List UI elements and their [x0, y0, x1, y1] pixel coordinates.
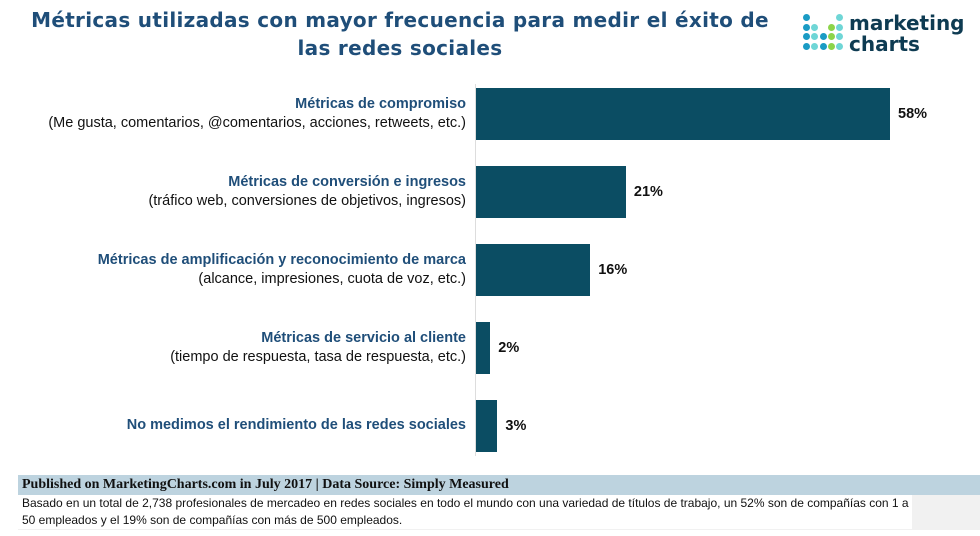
logo-line2: charts	[849, 32, 920, 56]
category-subtitle: (alcance, impresiones, cuota de voz, etc…	[198, 271, 466, 287]
logo-dot	[811, 23, 819, 31]
logo-dot	[836, 33, 844, 40]
data-label: 58%	[898, 106, 928, 122]
logo-dot	[836, 23, 844, 31]
logo-text: marketing charts	[849, 13, 965, 55]
category-label: Métricas de compromiso (Me gusta, comenta…	[48, 95, 466, 133]
category-subtitle: (tráfico web, conversiones de objetivos,…	[148, 193, 466, 209]
source-band: Published on MarketingCharts.com in July…	[18, 475, 980, 495]
category-axis	[475, 84, 476, 456]
logo-dot	[827, 42, 835, 50]
category-label: No medimos el rendimiento de las redes s…	[127, 416, 466, 435]
logo-dot	[803, 23, 810, 31]
logo-dot	[811, 33, 819, 40]
category-subtitle: (Me gusta, comentarios, @comentarios, ac…	[48, 115, 466, 131]
bar	[476, 88, 890, 140]
logo-dot	[819, 42, 827, 50]
logo-dot	[811, 42, 819, 50]
category-subtitle: (tiempo de respuesta, tasa de respuesta,…	[170, 349, 466, 365]
bar	[476, 322, 491, 374]
category-title: Métricas de conversión e ingresos	[228, 174, 466, 190]
category-label: Métricas de conversión e ingresos (tráfic…	[148, 173, 466, 211]
category-title: Métricas de amplificación y reconocimien…	[97, 252, 466, 268]
logo-dot	[827, 33, 835, 40]
category-title: No medimos el rendimiento de las redes s…	[126, 417, 466, 433]
bar	[476, 166, 626, 218]
logo-dot	[827, 23, 835, 31]
logo-dot	[836, 14, 844, 21]
category-title: Métricas de servicio al cliente	[261, 330, 466, 346]
chart-title: Métricas utilizadas con mayor frecuencia…	[31, 8, 769, 60]
data-label: 21%	[633, 184, 663, 200]
bar	[476, 400, 498, 452]
published-source: Published on MarketingCharts.com in July…	[22, 477, 509, 492]
marketingcharts-logo: marketing charts	[803, 12, 978, 58]
data-label: 2%	[498, 340, 520, 356]
data-label: 3%	[505, 418, 527, 434]
category-label: Métricas de servicio al cliente (tiempo d…	[170, 329, 466, 367]
bar-chart: 58% Métricas de compromiso (Me gusta, come…	[48, 84, 928, 456]
category-title: Métricas de compromiso	[295, 96, 466, 112]
logo-line1: marketing	[849, 11, 965, 35]
logo-dot	[803, 42, 810, 50]
methodology-note: Basado en un total de 2,738 profesionale…	[18, 495, 912, 529]
logo-dot	[819, 33, 827, 40]
category-label: Métricas de amplificación y reconocimien…	[98, 251, 466, 289]
logo-dot	[803, 33, 810, 40]
logo-dot	[803, 14, 810, 21]
bar	[476, 244, 591, 296]
logo-dot	[836, 42, 844, 50]
data-label: 16%	[598, 262, 628, 278]
